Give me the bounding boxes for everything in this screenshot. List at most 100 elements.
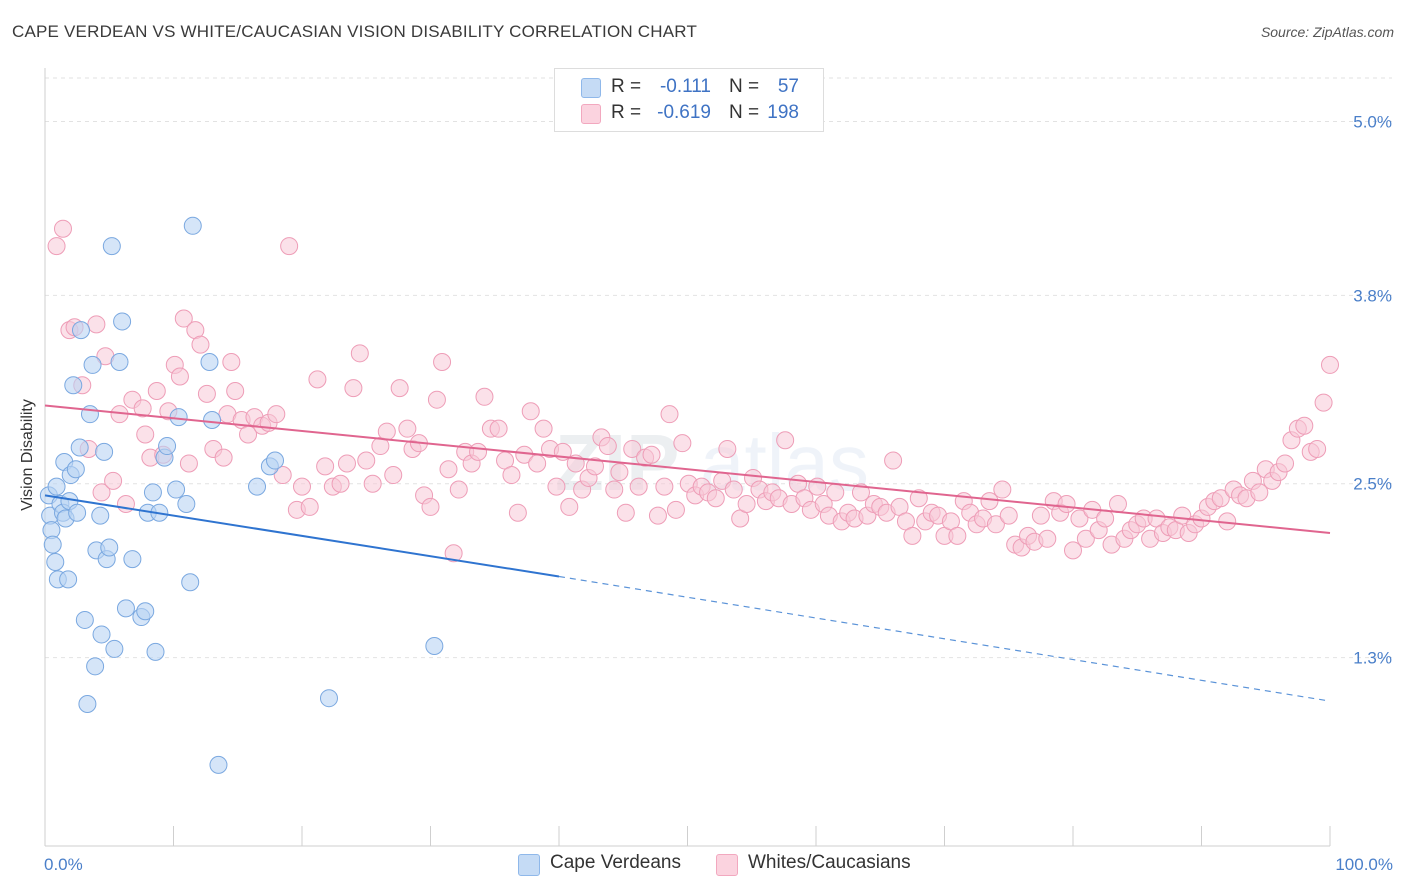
data-point-white — [316, 457, 335, 476]
data-point-cape-verdean — [100, 538, 119, 557]
data-point-white — [293, 477, 311, 496]
data-point-white — [737, 495, 756, 514]
data-point-white — [267, 405, 286, 424]
y-tick-label: 5.0% — [1353, 112, 1392, 131]
tick-labels: 5.0% 3.8% 2.5% 1.3% 0.0% 100.0% — [44, 112, 1393, 874]
data-point-cape-verdean — [46, 552, 65, 571]
data-point-cape-verdean — [75, 610, 94, 629]
n-value: 198 — [767, 102, 799, 123]
data-point-cape-verdean — [59, 570, 78, 589]
legend-swatch-blue — [581, 78, 601, 98]
data-point-white — [398, 419, 417, 438]
data-point-cape-verdean — [146, 642, 165, 661]
data-point-white — [197, 384, 216, 403]
data-point-white — [706, 489, 725, 508]
data-point-white — [1070, 509, 1089, 528]
data-point-white — [449, 480, 468, 499]
data-point-cape-verdean — [200, 353, 219, 372]
data-point-cape-verdean — [110, 353, 129, 372]
data-point-white — [222, 353, 241, 372]
data-point-white — [610, 463, 629, 482]
n-label: N = — [729, 76, 760, 97]
data-point-white — [475, 387, 494, 406]
data-point-white — [427, 390, 446, 409]
data-point-white — [909, 489, 928, 508]
data-point-cape-verdean — [47, 477, 66, 496]
chart-title: CAPE VERDEAN VS WHITE/CAUCASIAN VISION D… — [12, 22, 698, 41]
r-value: -0.111 — [659, 76, 711, 97]
data-point-cape-verdean — [105, 639, 124, 658]
series-whites-caucasians — [47, 219, 1339, 563]
data-point-white — [214, 448, 233, 467]
data-point-white — [508, 503, 527, 522]
data-point-white — [174, 309, 193, 328]
data-point-white — [903, 526, 922, 545]
data-point-white — [986, 515, 1005, 534]
data-point-white — [191, 335, 210, 354]
data-point-white — [884, 451, 903, 470]
data-point-cape-verdean — [78, 694, 97, 713]
y-tick-label: 3.8% — [1353, 286, 1392, 305]
y-tick-label: 1.3% — [1353, 649, 1392, 668]
data-point-white — [999, 506, 1018, 525]
data-point-cape-verdean — [266, 451, 285, 470]
data-point-white — [1295, 416, 1314, 435]
data-point-cape-verdean — [92, 625, 111, 644]
data-point-cape-verdean — [113, 312, 132, 331]
r-label: R = — [611, 76, 642, 97]
legend-label: Cape Verdeans — [550, 852, 681, 873]
data-point-cape-verdean — [68, 503, 87, 522]
data-point-white — [948, 526, 967, 545]
data-point-white — [444, 544, 463, 563]
data-point-cape-verdean — [83, 355, 102, 374]
data-point-cape-verdean — [177, 495, 196, 514]
data-point-white — [1096, 509, 1115, 528]
data-point-white — [1031, 506, 1050, 525]
data-point-white — [337, 454, 356, 473]
data-point-white — [642, 445, 661, 464]
data-point-white — [1076, 529, 1095, 548]
data-point-white — [1314, 393, 1333, 412]
y-axis-label: Vision Disability — [19, 399, 36, 511]
data-point-white — [273, 466, 292, 485]
data-point-white — [280, 237, 299, 256]
data-point-cape-verdean — [123, 550, 142, 569]
r-label: R = — [611, 102, 642, 123]
data-point-cape-verdean — [143, 483, 162, 502]
data-point-cape-verdean — [102, 237, 121, 256]
legend-label: Whites/Caucasians — [748, 852, 911, 873]
n-label: N = — [729, 102, 760, 123]
data-point-white — [104, 471, 123, 490]
data-point-white — [384, 466, 403, 485]
data-point-cape-verdean — [66, 460, 85, 479]
data-point-white — [469, 442, 488, 461]
trend-line-white — [44, 404, 1331, 534]
data-point-white — [629, 477, 648, 496]
data-point-white — [1173, 506, 1192, 525]
data-point-white — [534, 419, 553, 438]
data-point-white — [655, 477, 674, 496]
data-point-cape-verdean — [425, 637, 444, 656]
data-point-white — [980, 492, 999, 511]
data-point-white — [521, 402, 540, 421]
data-point-cape-verdean — [86, 657, 105, 676]
data-point-cape-verdean — [203, 410, 222, 429]
data-point-cape-verdean — [169, 408, 188, 427]
data-point-cape-verdean — [158, 437, 177, 456]
data-point-white — [1038, 529, 1057, 548]
data-point-white — [851, 483, 870, 502]
data-point-cape-verdean — [70, 438, 89, 457]
legend-row-cape-verdean: R = -0.111 N = 57 — [555, 75, 823, 101]
data-point-white — [421, 497, 440, 516]
x-tick-label: 0.0% — [44, 855, 83, 874]
data-point-cape-verdean — [64, 376, 83, 395]
data-point-white — [585, 457, 604, 476]
data-point-cape-verdean — [116, 599, 135, 618]
data-point-white — [489, 419, 508, 438]
y-tick-label: 2.5% — [1353, 475, 1392, 494]
source-credit: Source: ZipAtlas.com — [1260, 24, 1394, 40]
series-cape-verdeans — [39, 216, 444, 774]
data-point-white — [92, 483, 111, 502]
data-point-white — [433, 353, 452, 372]
